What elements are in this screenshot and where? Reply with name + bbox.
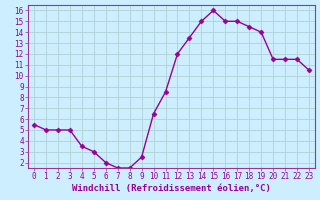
X-axis label: Windchill (Refroidissement éolien,°C): Windchill (Refroidissement éolien,°C)	[72, 184, 271, 193]
